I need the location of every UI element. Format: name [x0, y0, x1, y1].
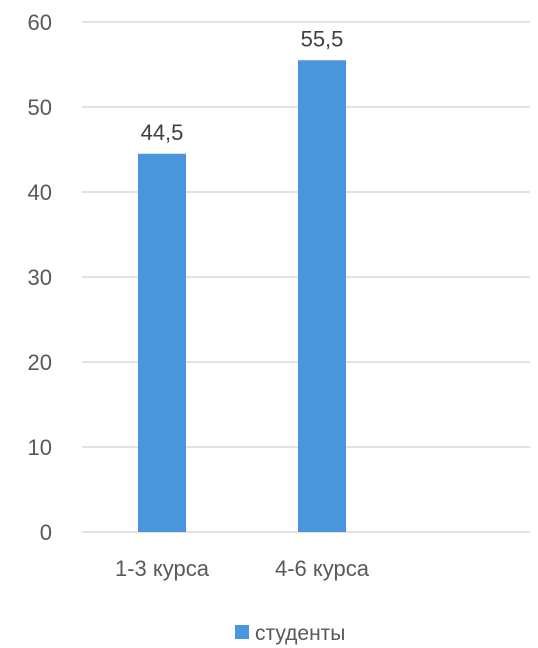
data-label: 55,5	[301, 26, 344, 51]
y-tick-label: 20	[28, 350, 52, 375]
x-axis: 1-3 курса 4-6 курса	[115, 556, 370, 581]
y-tick-label: 60	[28, 10, 52, 35]
data-labels: 44,5 55,5	[141, 26, 344, 145]
legend-swatch	[235, 625, 249, 639]
category-label: 1-3 курса	[115, 556, 210, 581]
data-label: 44,5	[141, 120, 184, 145]
bars	[138, 60, 346, 532]
y-tick-label: 10	[28, 435, 52, 460]
bar-1	[138, 153, 186, 532]
bar-2	[298, 60, 346, 532]
y-axis: 0 10 20 30 40 50 60	[28, 10, 52, 545]
y-tick-label: 30	[28, 265, 52, 290]
legend: студенты	[235, 622, 345, 645]
legend-label: студенты	[255, 622, 345, 645]
y-tick-label: 40	[28, 180, 52, 205]
category-label: 4-6 курса	[275, 556, 370, 581]
y-tick-label: 50	[28, 95, 52, 120]
y-tick-label: 0	[40, 520, 52, 545]
